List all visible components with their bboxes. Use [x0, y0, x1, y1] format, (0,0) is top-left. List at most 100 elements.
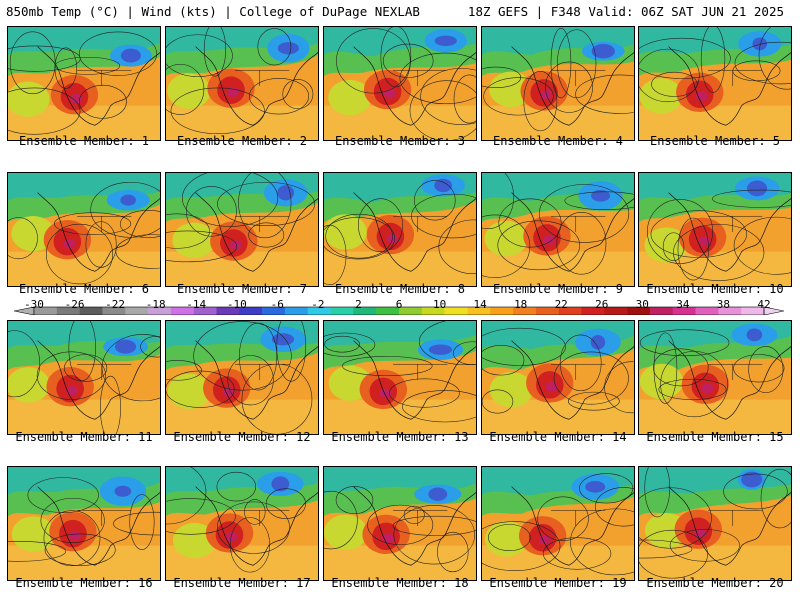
- ensemble-member-label: Ensemble Member: 11: [15, 430, 153, 444]
- colorbar-tick-label: 42: [757, 298, 771, 311]
- ensemble-map: [166, 173, 318, 286]
- ensemble-map: [8, 321, 160, 434]
- ensemble-map: [639, 321, 791, 434]
- ensemble-member-map-15: [638, 320, 792, 435]
- colorbar-swatch: [444, 307, 468, 315]
- temperature-colorbar: [14, 306, 784, 315]
- ensemble-member-label: Ensemble Member: 2: [176, 134, 308, 148]
- colorbar-tick-label: 2: [355, 298, 362, 311]
- ensemble-member-label: Ensemble Member: 14: [489, 430, 627, 444]
- ensemble-member-label: Ensemble Member: 12: [173, 430, 311, 444]
- ensemble-map: [8, 467, 160, 580]
- colorbar-swatch: [216, 307, 240, 315]
- colorbar-tick-label: -30: [24, 298, 44, 311]
- ensemble-map: [324, 321, 476, 434]
- colorbar-tick-label: -10: [226, 298, 247, 311]
- colorbar-swatch: [467, 307, 491, 315]
- colorbar-swatch: [102, 307, 126, 315]
- colorbar-tick-label: 38: [716, 298, 731, 311]
- colorbar-swatch: [558, 307, 582, 315]
- ensemble-map: [482, 467, 634, 580]
- colorbar-tick-label: 18: [514, 298, 528, 311]
- ensemble-map: [639, 173, 791, 286]
- ensemble-map: [166, 467, 318, 580]
- colorbar-swatch: [262, 307, 286, 315]
- ensemble-member-label: Ensemble Member: 13: [331, 430, 469, 444]
- ensemble-member-map-6: [7, 172, 161, 287]
- ensemble-member-label: Ensemble Member: 10: [646, 282, 784, 296]
- colorbar-swatch: [56, 307, 80, 315]
- colorbar-swatch: [649, 307, 674, 315]
- ensemble-member-map-3: [323, 26, 477, 141]
- ensemble-member-label: Ensemble Member: 8: [334, 282, 466, 296]
- ensemble-member-map-1: [7, 26, 161, 141]
- ensemble-member-label: Ensemble Member: 5: [649, 134, 781, 148]
- colorbar-swatch: [34, 307, 58, 315]
- colorbar-swatch: [421, 307, 445, 315]
- colorbar-tick-label: 26: [595, 298, 609, 311]
- ensemble-member-map-4: [481, 26, 635, 141]
- colorbar-tick-label: -18: [145, 298, 166, 311]
- ensemble-member-label: Ensemble Member: 19: [489, 576, 627, 590]
- colorbar-swatch: [535, 307, 559, 315]
- colorbar-swatch: [695, 307, 719, 315]
- ensemble-member-label: Ensemble Member: 1: [18, 134, 150, 148]
- colorbar-swatch: [330, 307, 354, 315]
- colorbar-swatch: [672, 307, 696, 315]
- ensemble-member-map-9: [481, 172, 635, 287]
- ensemble-map: [166, 321, 318, 434]
- ensemble-member-label: Ensemble Member: 15: [646, 430, 784, 444]
- ensemble-member-label: Ensemble Member: 4: [492, 134, 624, 148]
- ensemble-map: [324, 173, 476, 286]
- colorbar-swatch: [581, 307, 605, 315]
- ensemble-map: [482, 321, 634, 434]
- ensemble-member-map-13: [323, 320, 477, 435]
- ensemble-member-map-16: [7, 466, 161, 581]
- colorbar-tick-label: -22: [105, 298, 126, 311]
- ensemble-member-label: Ensemble Member: 3: [334, 134, 466, 148]
- ensemble-member-map-18: [323, 466, 477, 581]
- colorbar-swatch: [284, 307, 309, 315]
- ensemble-member-map-17: [165, 466, 319, 581]
- ensemble-map: [8, 173, 160, 286]
- colorbar-swatch: [741, 307, 765, 315]
- colorbar-swatch: [148, 307, 172, 315]
- ensemble-map: [482, 27, 634, 140]
- colorbar-swatch: [399, 307, 423, 315]
- ensemble-member-label: Ensemble Member: 16: [15, 576, 153, 590]
- ensemble-member-map-14: [481, 320, 635, 435]
- ensemble-map: [639, 467, 791, 580]
- colorbar-tick-label: 30: [635, 298, 649, 311]
- ensemble-member-label: Ensemble Member: 9: [492, 282, 624, 296]
- colorbar-swatch: [239, 307, 263, 315]
- ensemble-member-map-19: [481, 466, 635, 581]
- ensemble-map: [324, 27, 476, 140]
- ensemble-member-map-11: [7, 320, 161, 435]
- colorbar-tick-label: 22: [554, 298, 568, 311]
- colorbar-swatch: [490, 307, 514, 315]
- colorbar-swatch: [125, 307, 149, 315]
- ensemble-member-map-2: [165, 26, 319, 141]
- ensemble-member-map-8: [323, 172, 477, 287]
- colorbar-swatch: [79, 307, 103, 315]
- colorbar-swatch: [353, 307, 377, 315]
- ensemble-map: [324, 467, 476, 580]
- colorbar-swatch: [627, 307, 651, 315]
- ensemble-map: [166, 27, 318, 140]
- ensemble-member-map-10: [638, 172, 792, 287]
- colorbar-swatch: [604, 307, 628, 315]
- colorbar-swatch: [193, 307, 217, 315]
- ensemble-member-map-5: [638, 26, 792, 141]
- colorbar-swatch: [307, 307, 331, 315]
- colorbar-tick-label: 14: [473, 298, 487, 311]
- colorbar-swatch: [170, 307, 194, 315]
- colorbar-swatch: [718, 307, 742, 315]
- ensemble-member-label: Ensemble Member: 17: [173, 576, 311, 590]
- ensemble-map: [482, 173, 634, 286]
- map-title: 850mb Temp (°C) | Wind (kts) | College o…: [6, 4, 420, 19]
- colorbar-tick-label: 34: [676, 298, 690, 311]
- model-valid-time: 18Z GEFS | F348 Valid: 06Z SAT JUN 21 20…: [467, 4, 784, 19]
- ensemble-map: [8, 27, 160, 140]
- ensemble-member-label: Ensemble Member: 6: [18, 282, 150, 296]
- ensemble-member-label: Ensemble Member: 20: [646, 576, 784, 590]
